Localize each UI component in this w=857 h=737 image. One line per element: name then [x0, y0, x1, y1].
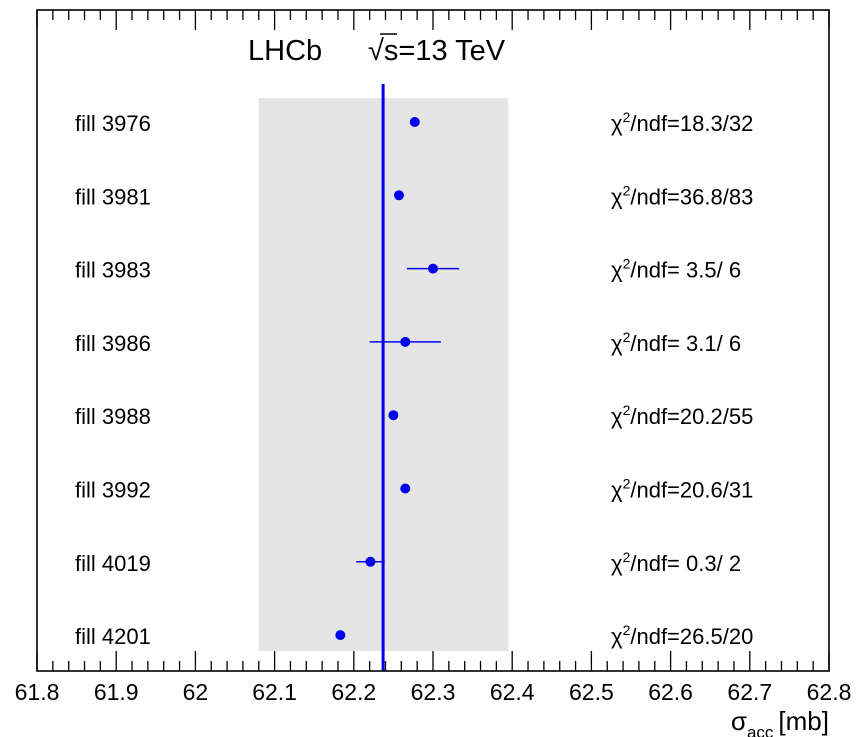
x-tick-label: 62.7: [727, 679, 772, 705]
fill-label: fill 3988: [75, 404, 151, 429]
fill-label: fill 3983: [75, 258, 151, 283]
chi2-symbol: χ: [611, 258, 623, 283]
chi2-power: 2: [623, 549, 631, 565]
fill-label: fill 3976: [75, 111, 151, 136]
data-point: [400, 483, 411, 494]
fill-label: fill 3981: [75, 184, 151, 209]
data-point: [428, 263, 438, 274]
chi2-value: /ndf= 3.1/ 6: [630, 331, 741, 356]
fill-label: fill 3992: [75, 478, 151, 503]
x-tick-label: 62: [183, 679, 209, 705]
x-tick-label: 62.4: [490, 679, 535, 705]
chi2-label: χ2/ndf= 0.3/ 2: [611, 549, 741, 576]
chi2-symbol: χ: [611, 184, 623, 209]
data-point: [335, 630, 346, 641]
chi2-power: 2: [623, 329, 631, 345]
x-axis-label-unit: [mb]: [778, 706, 829, 736]
data-point: [400, 336, 411, 347]
chi2-power: 2: [623, 476, 631, 492]
x-tick-label: 62.1: [252, 679, 297, 705]
x-axis-label-symbol: σ: [731, 706, 747, 736]
chi2-label: χ2/ndf=36.8/83: [611, 182, 753, 209]
chi2-power: 2: [623, 402, 631, 418]
chi2-value: /ndf=18.3/32: [630, 111, 753, 136]
x-tick-label: 62.3: [411, 679, 456, 705]
chi2-power: 2: [623, 622, 631, 638]
chart-title-energy: √s=13 TeV: [368, 35, 506, 67]
data-point: [388, 410, 399, 421]
chi2-value: /ndf= 3.5/ 6: [630, 258, 741, 283]
x-tick-label: 62.2: [331, 679, 376, 705]
data-point: [393, 190, 404, 201]
chi2-symbol: χ: [611, 331, 623, 356]
chi2-symbol: χ: [611, 404, 623, 429]
chi2-symbol: χ: [611, 624, 623, 649]
x-tick-label: 62.8: [807, 679, 852, 705]
fill-label: fill 3986: [75, 331, 151, 356]
chi2-symbol: χ: [611, 111, 623, 136]
chi2-label: χ2/ndf=18.3/32: [611, 109, 753, 136]
chi2-value: /ndf= 0.3/ 2: [630, 551, 741, 576]
x-tick-label: 61.8: [15, 679, 60, 705]
chi2-label: χ2/ndf=26.5/20: [611, 622, 753, 649]
chi2-power: 2: [623, 182, 631, 198]
data-point: [365, 556, 376, 567]
chi2-power: 2: [623, 109, 631, 125]
chi2-label: χ2/ndf= 3.1/ 6: [611, 329, 741, 356]
chi2-label: χ2/ndf=20.2/55: [611, 402, 753, 429]
chart-title-experiment: LHCb: [248, 35, 322, 67]
chi2-value: /ndf=26.5/20: [630, 624, 753, 649]
x-tick-label: 61.9: [94, 679, 139, 705]
chi2-symbol: χ: [611, 478, 623, 503]
data-point: [409, 117, 420, 127]
chi2-symbol: χ: [611, 551, 623, 576]
chi2-value: /ndf=36.8/83: [630, 184, 753, 209]
chi2-label: χ2/ndf=20.6/31: [611, 476, 753, 503]
chi2-power: 2: [623, 256, 631, 272]
x-axis-label: σacc [mb]: [731, 706, 829, 737]
chi2-label: χ2/ndf= 3.5/ 6: [611, 256, 741, 283]
fill-label: fill 4201: [75, 624, 151, 649]
chi2-value: /ndf=20.6/31: [630, 478, 753, 503]
x-tick-label: 62.6: [648, 679, 693, 705]
x-tick-label: 62.5: [569, 679, 614, 705]
fill-label: fill 4019: [75, 551, 151, 576]
chi2-value: /ndf=20.2/55: [630, 404, 753, 429]
x-axis-label-subscript: acc: [747, 723, 774, 737]
